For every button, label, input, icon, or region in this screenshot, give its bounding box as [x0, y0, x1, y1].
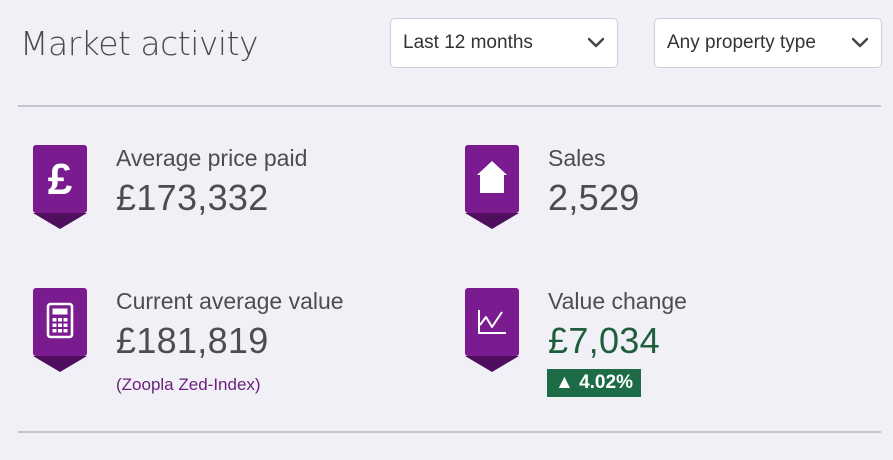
- chevron-down-icon: [839, 19, 881, 67]
- avg-price-paid-label: Average price paid: [116, 145, 308, 171]
- property-type-select-value: Any property type: [667, 32, 816, 53]
- page-title: Market activity: [20, 24, 259, 63]
- period-select[interactable]: Last 12 months: [390, 18, 618, 68]
- divider: [18, 431, 881, 433]
- house-icon: [465, 145, 519, 229]
- pound-sign-icon: £: [33, 145, 87, 229]
- calculator-icon: [33, 288, 87, 372]
- zed-index-note: (Zoopla Zed-Index): [116, 375, 261, 394]
- avg-price-paid-value: £173,332: [116, 177, 269, 218]
- property-type-select[interactable]: Any property type: [654, 18, 882, 68]
- svg-text:£: £: [48, 155, 73, 204]
- value-change-value: £7,034: [548, 320, 660, 361]
- sales-value: 2,529: [548, 177, 640, 218]
- line-chart-icon: [465, 288, 519, 372]
- sales-label: Sales: [548, 145, 606, 171]
- chevron-down-icon: [575, 19, 617, 67]
- divider: [18, 105, 881, 107]
- current-avg-value-label: Current average value: [116, 288, 344, 314]
- value-change-badge: ▲ 4.02%: [547, 369, 641, 397]
- value-change-label: Value change: [548, 288, 687, 314]
- period-select-value: Last 12 months: [403, 32, 533, 53]
- current-avg-value-value: £181,819: [116, 320, 269, 361]
